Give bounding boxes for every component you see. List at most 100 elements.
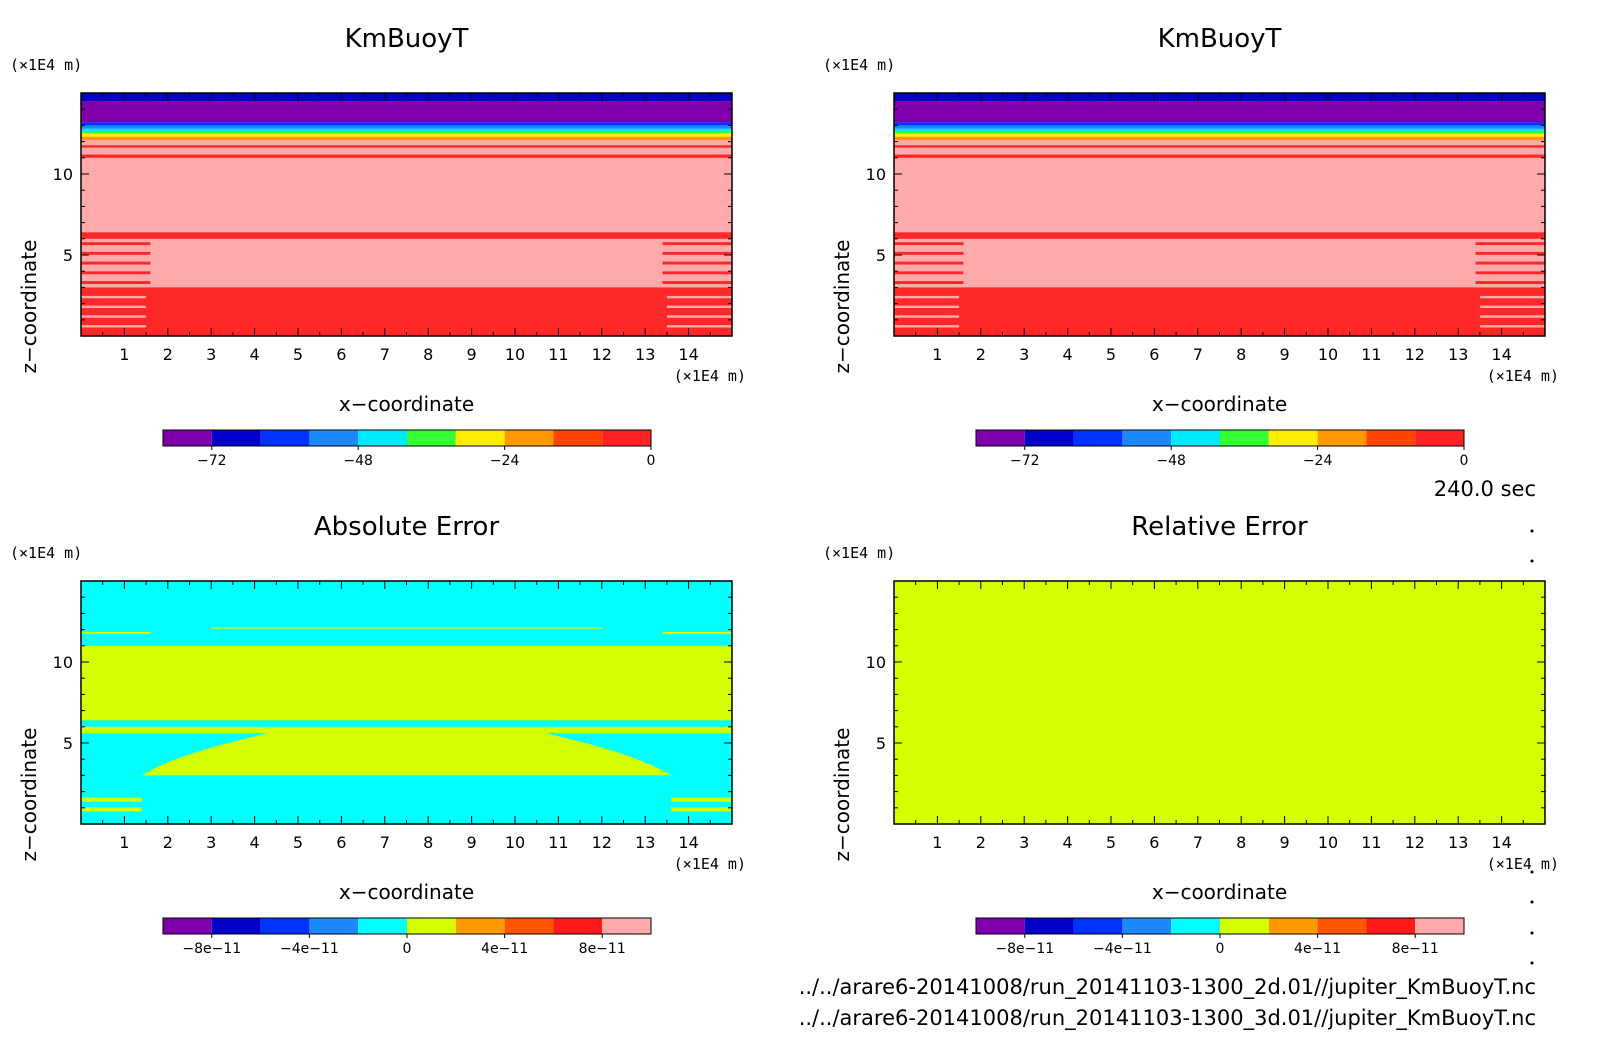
contour-stripe <box>894 145 1545 148</box>
x-tick-label: 6 <box>1149 345 1159 364</box>
x-tick-label: 9 <box>1280 345 1290 364</box>
colorbar-swatch <box>1366 918 1416 934</box>
axis-ticks <box>893 92 1546 337</box>
contour-stripe <box>894 325 960 328</box>
contour-stripe <box>81 305 147 309</box>
x-tick-label: 1 <box>932 345 942 364</box>
y-axis-label: z−coordinate <box>830 728 854 862</box>
contour-stripe <box>81 281 151 284</box>
contour-stripe <box>662 631 732 634</box>
rel-background <box>894 581 1545 824</box>
colorbar-swatch <box>211 918 261 934</box>
colorbar-swatch <box>504 430 554 446</box>
y-tick-label: 5 <box>876 734 886 753</box>
x-tick-label: 4 <box>250 345 260 364</box>
contour-stripe <box>1475 261 1545 265</box>
colorbar-swatch <box>163 430 212 446</box>
contour-stripe <box>81 295 147 299</box>
contour-stripe <box>81 749 151 753</box>
contour-stripe <box>81 271 151 275</box>
x-tick-label: 1 <box>119 833 129 852</box>
colorbar-swatch <box>1171 430 1220 446</box>
colorbar: −8e−11 −4e−11 0 4e−11 8e−11 <box>975 917 1465 957</box>
contour-stripe <box>662 251 732 255</box>
x-tick-label: 3 <box>206 345 216 364</box>
contour-stripe <box>81 325 147 328</box>
colorbar-swatch <box>309 430 359 446</box>
x-tick-label: 3 <box>206 833 216 852</box>
y-axis-label: z−coordinate <box>17 728 41 862</box>
y-tick-label: 5 <box>876 246 886 265</box>
x-tick-label: 3 <box>1019 345 1029 364</box>
x-unit-label: (×1E4 m) <box>1487 367 1559 385</box>
contour-stripe <box>662 739 732 743</box>
contour-stripe <box>1475 242 1545 246</box>
colorbar-tick-label: −4e−11 <box>280 941 339 957</box>
contour-stripe <box>894 261 964 265</box>
contour-stripe <box>894 271 964 275</box>
file-path-2d: ../../arare6-20141008/run_20141103-1300_… <box>799 975 1536 1000</box>
contour-stripe <box>81 759 151 763</box>
light-blue-line <box>81 125 732 129</box>
colorbar-tick-label: −24 <box>1303 453 1333 469</box>
x-tick-label: 13 <box>1448 345 1468 364</box>
contour-lobe <box>1358 245 1545 288</box>
contour-stripe <box>894 242 964 246</box>
colorbar-swatch <box>1415 430 1464 446</box>
contour-stripe <box>81 315 147 318</box>
x-tick-label: 6 <box>1149 833 1159 852</box>
x-tick-label: 12 <box>1405 345 1425 364</box>
contour-stripe <box>894 305 960 309</box>
colorbar-swatch <box>504 918 554 934</box>
y-tick-label: 5 <box>63 246 73 265</box>
chart-panel-4: Relative Error(×1E4 m)1 2 3 4 5 6 7 8 9 10 11 12 13 1… <box>823 512 1559 957</box>
x-tick-label: 4 <box>250 833 260 852</box>
x-tick-label: 14 <box>1491 833 1511 852</box>
contour-lobe <box>81 245 268 288</box>
y-tick-label: 5 <box>63 734 73 753</box>
colorbar-tick-label: −48 <box>1156 453 1186 469</box>
orange-line <box>894 136 1545 140</box>
colorbar-swatch <box>602 430 651 446</box>
contour-stripe <box>666 305 732 309</box>
colorbar: −72 −48 −24 0 <box>162 429 656 469</box>
x-unit-label: (×1E4 m) <box>674 855 746 873</box>
colorbar-swatch <box>976 918 1025 934</box>
colorbar-tick-label: 4e−11 <box>481 941 528 957</box>
contour-lobe <box>894 245 1081 288</box>
contour-stripe <box>81 631 151 634</box>
colorbar-swatch <box>260 430 310 446</box>
colorbar-frame <box>162 429 652 447</box>
upper-red-line <box>894 154 1545 158</box>
contour-stripe <box>81 251 151 255</box>
colorbar-swatch <box>1024 430 1074 446</box>
x-tick-label: 8 <box>1236 345 1246 364</box>
x-tick-label: 5 <box>293 345 303 364</box>
y-tick-label: 10 <box>866 165 886 184</box>
chart-panel-3: Absolute Error(×1E4 m)1 2 3 4 5 6 7 8 9 10 11 12 13 1… <box>10 512 746 957</box>
y-unit-label: (×1E4 m) <box>10 544 82 562</box>
contour-lobe <box>545 245 732 288</box>
chart-title: KmBuoyT <box>1158 24 1282 54</box>
colorbar-swatch <box>1122 918 1172 934</box>
mid-red-line <box>81 232 732 239</box>
colorbar-tick-label: 0 <box>647 453 656 469</box>
chart-title: Relative Error <box>1131 512 1308 542</box>
x-tick-label: 4 <box>1063 833 1073 852</box>
colorbar-tick-label: 0 <box>403 941 412 957</box>
y-axis-label: z−coordinate <box>17 240 41 374</box>
colorbar-tick-label: 0 <box>1460 453 1469 469</box>
contour-lobe <box>81 733 268 776</box>
x-tick-label: 6 <box>336 833 346 852</box>
colorbar-swatch <box>309 918 359 934</box>
colorbar-tick-label: −8e−11 <box>995 941 1054 957</box>
contour-lobe <box>545 733 732 776</box>
contour-stripe <box>662 749 732 753</box>
cyan-line <box>894 128 1545 132</box>
y-tick-label: 10 <box>53 165 73 184</box>
green-line <box>894 131 1545 134</box>
colorbar-swatch <box>602 918 651 934</box>
x-tick-label: 2 <box>976 833 986 852</box>
x-tick-label: 10 <box>1318 833 1338 852</box>
contour-stripe <box>1479 295 1545 299</box>
